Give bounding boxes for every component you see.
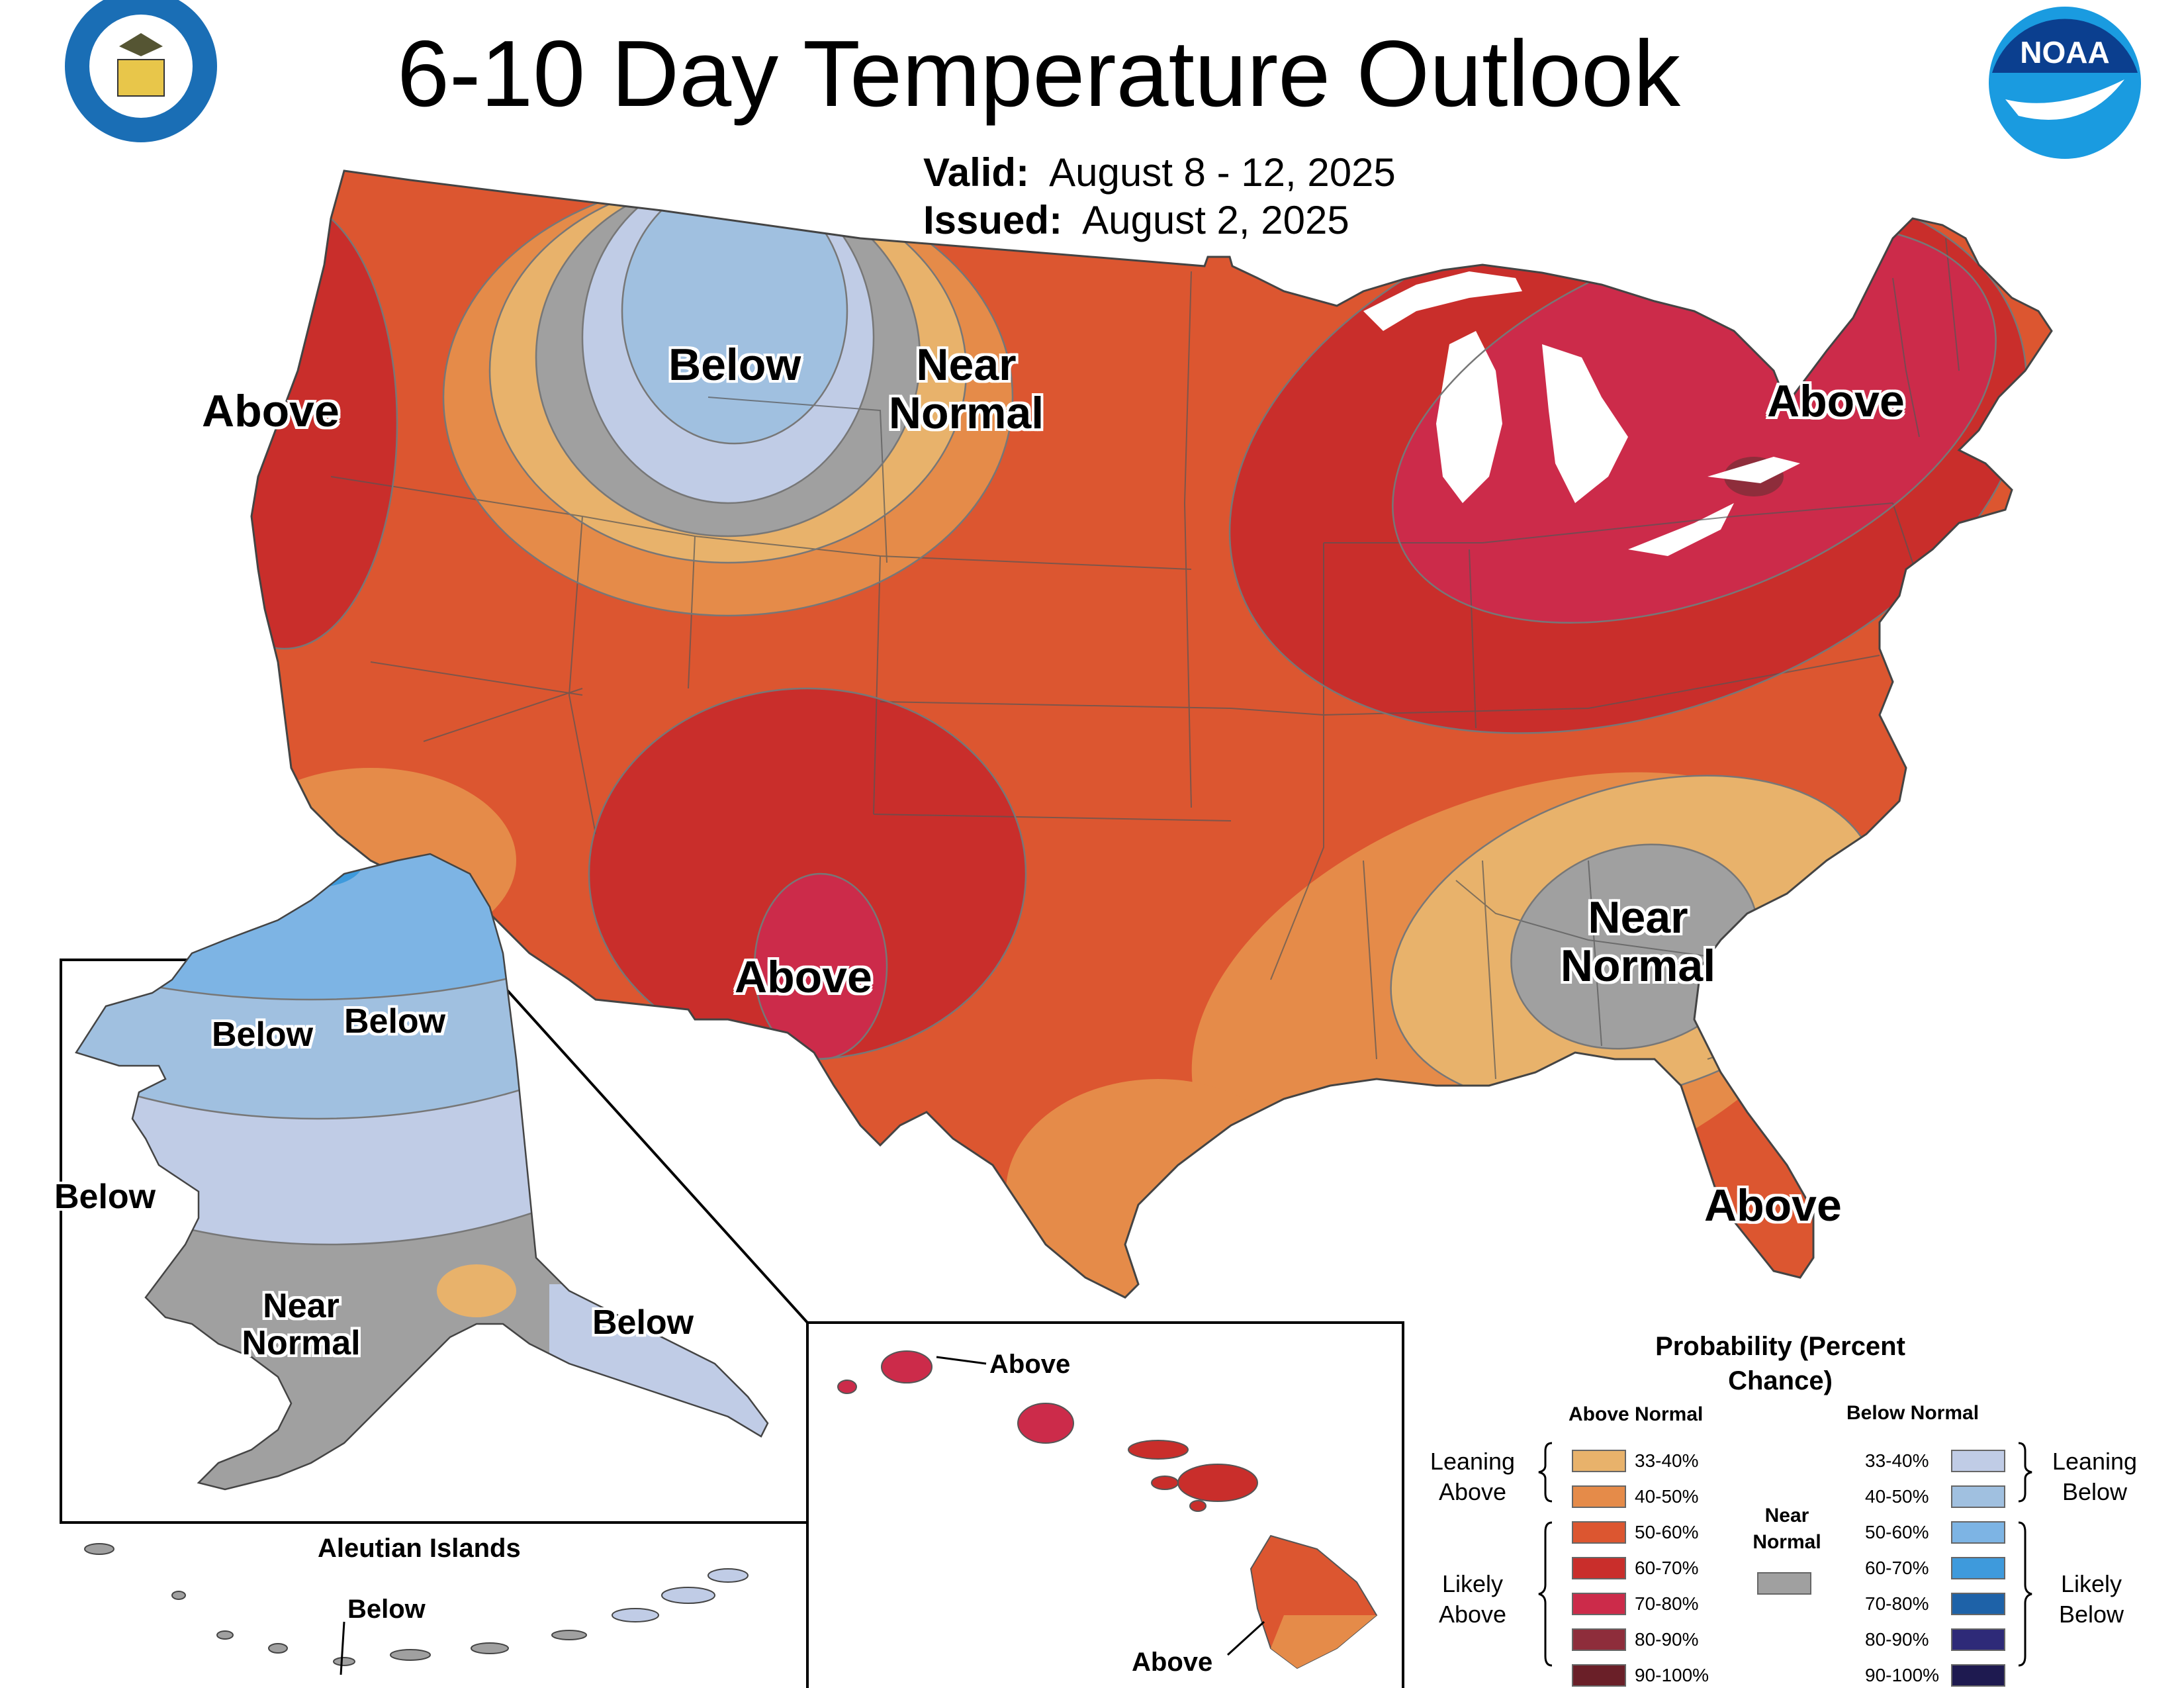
label-southeast-near: Near Normal	[1560, 892, 1716, 992]
below-range-label-1: 40-50%	[1865, 1486, 1929, 1507]
conus-map	[251, 171, 2052, 1297]
label-northeast: Above	[1767, 376, 1905, 426]
above-range-label-0: 33-40%	[1635, 1450, 1699, 1471]
label-alaska-near: Near Normal	[242, 1287, 361, 1363]
label-west-coast: Above	[202, 386, 340, 436]
above-swatch-4	[1572, 1593, 1626, 1615]
label-alaska-se: Below	[592, 1303, 694, 1342]
label-aleutian: Below	[347, 1595, 426, 1624]
below-range-label-4: 70-80%	[1865, 1593, 1929, 1614]
above-range-label-6: 90-100%	[1635, 1665, 1709, 1685]
above-range-label-3: 60-70%	[1635, 1558, 1699, 1578]
below-range-label-6: 90-100%	[1865, 1665, 1940, 1685]
above-range-label-2: 50-60%	[1635, 1522, 1699, 1542]
above-swatch-3	[1572, 1557, 1626, 1579]
below-range-label-3: 60-70%	[1865, 1558, 1929, 1578]
label-alaska-nw: Below	[212, 1015, 314, 1054]
legend-title: Probability (Percent Chance)	[1655, 1332, 1905, 1395]
valid-value: August 8 - 12, 2025	[1049, 150, 1396, 195]
legend-likely-above: Likely Above	[1438, 1570, 1507, 1628]
above-swatch-5	[1572, 1628, 1626, 1651]
issued-label: Issued:	[923, 198, 1063, 242]
above-range-label-4: 70-80%	[1635, 1593, 1699, 1614]
below-swatch-4	[1951, 1593, 2005, 1615]
valid-label: Valid:	[923, 150, 1030, 195]
label-alaska-n: Below	[344, 1002, 446, 1041]
noaa-logo-icon: NOAA	[1989, 7, 2141, 159]
commerce-seal-icon	[65, 0, 217, 142]
below-swatch-0	[1951, 1450, 2005, 1472]
below-swatch-3	[1951, 1557, 2005, 1579]
legend-near-swatch	[1757, 1572, 1811, 1595]
label-north-central-near: Near Normal	[888, 340, 1044, 439]
svg-text:NOAA: NOAA	[2020, 35, 2109, 70]
above-swatch-2	[1572, 1521, 1626, 1544]
legend-below-header: Below Normal	[1846, 1402, 1979, 1424]
legend-leaning-above: Leaning Above	[1430, 1448, 1516, 1505]
below-swatch-1	[1951, 1485, 2005, 1508]
issued-value: August 2, 2025	[1082, 198, 1349, 242]
above-swatch-0	[1572, 1450, 1626, 1472]
label-aleutian-title: Aleutian Islands	[318, 1534, 521, 1563]
label-hawaii-big: Above	[1132, 1648, 1213, 1677]
valid-dates: Valid: August 8 - 12, 2025 Issued: Augus…	[923, 149, 1396, 244]
label-north-central-below: Below	[668, 340, 801, 390]
above-range-label-5: 80-90%	[1635, 1629, 1699, 1650]
label-alaska-w: Below	[54, 1178, 156, 1216]
below-swatch-2	[1951, 1521, 2005, 1544]
above-swatch-1	[1572, 1485, 1626, 1508]
above-swatch-6	[1572, 1664, 1626, 1687]
hawaii-inset	[806, 1321, 1404, 1688]
below-range-label-5: 80-90%	[1865, 1629, 1929, 1650]
legend-leaning-below: Leaning Below	[2052, 1448, 2138, 1505]
label-florida: Above	[1704, 1180, 1842, 1231]
page-title: 6-10 Day Temperature Outlook	[397, 21, 1681, 126]
label-southwest: Above	[735, 952, 872, 1002]
legend-above-header: Above Normal	[1569, 1403, 1704, 1425]
label-hawaii-kauai: Above	[989, 1350, 1071, 1379]
below-range-label-2: 50-60%	[1865, 1522, 1929, 1542]
below-swatch-5	[1951, 1628, 2005, 1651]
legend-near-header: Near Normal	[1752, 1505, 1821, 1553]
below-range-label-0: 33-40%	[1865, 1450, 1929, 1471]
above-range-label-1: 40-50%	[1635, 1486, 1699, 1507]
below-swatch-6	[1951, 1664, 2005, 1687]
legend-likely-below: Likely Below	[2058, 1570, 2124, 1628]
